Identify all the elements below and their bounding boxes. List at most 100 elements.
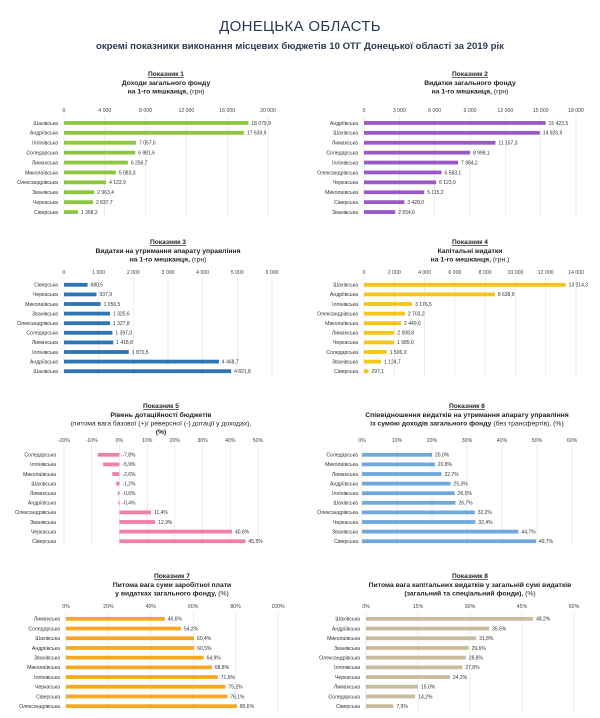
chart-category-label: Олександрівська xyxy=(19,704,60,710)
chart-value-label: 71,6% xyxy=(221,675,236,681)
chart-bar xyxy=(362,539,536,544)
chart-value-label: 5 115,2 xyxy=(427,190,444,196)
chart-category-label: Миколаївська xyxy=(25,302,58,308)
chart-value-label: 297,1 xyxy=(371,369,384,375)
chart-value-label: 76,1% xyxy=(230,694,245,700)
chart-title-line: Видатки загального фонду xyxy=(424,80,516,87)
chart-category-label: Соледарська xyxy=(326,350,358,356)
chart-title-line: (загальний та спеціальний фонди), (%) xyxy=(404,590,535,598)
page-subtitle: окремі показники виконання місцевих бюдж… xyxy=(96,41,504,52)
chart-value-label: 1 056,5 xyxy=(104,302,121,308)
chart-category-label: Іллінівська xyxy=(334,665,360,671)
chart-bar xyxy=(66,675,218,679)
chart-indicator-6: Показник 6 Співвідношення видатків на утр… xyxy=(300,398,600,558)
chart-tick-label: 30% xyxy=(465,604,476,610)
chart-value-label: 7 057,6 xyxy=(139,141,156,147)
chart-category-label: Соледарська xyxy=(26,331,58,337)
chart-category-label: Андріївська xyxy=(32,646,60,652)
chart-tick-label: 4 000 xyxy=(418,270,431,276)
chart-title-line: у видатках загального фонду, (%) xyxy=(115,591,229,598)
chart-category-label: Лиманська xyxy=(34,617,60,623)
chart-title-bold: на 1-го мешканця, xyxy=(130,257,192,264)
chart-category-label: Званівська xyxy=(32,190,58,196)
chart-tick-label: 3 000 xyxy=(162,270,175,276)
chart-category-label: Олександрівська xyxy=(17,321,58,327)
chart-bar xyxy=(364,282,566,287)
chart-bar xyxy=(366,675,450,679)
chart-value-label: 4 123,9 xyxy=(109,180,126,186)
chart-tick-label: 20% xyxy=(103,604,114,610)
chart-title-bold: на 1-го мешканця, xyxy=(431,257,493,264)
chart-bar xyxy=(364,130,540,135)
chart-category-label: Лиманська xyxy=(32,340,58,346)
chart-bar xyxy=(119,520,156,524)
chart-indicator-2: Показник 2 Видатки загального фонду на 1-г… xyxy=(300,66,600,226)
chart-tick-label: 2 000 xyxy=(127,270,140,276)
chart-category-label: Андріївська xyxy=(28,501,56,507)
chart-value-label: 24,2% xyxy=(453,675,468,681)
chart-bar xyxy=(364,140,496,145)
chart-category-label: Соледарська xyxy=(326,453,358,459)
chart-bar xyxy=(362,529,519,534)
chart-tick-label: 8 000 xyxy=(479,270,492,276)
chart-title-line: Питома вага суми заробітної плати xyxy=(113,581,231,589)
chart-category-label: Андріївська xyxy=(30,359,58,365)
chart-category-label: Лиманська xyxy=(332,472,358,478)
chart-bar xyxy=(64,150,136,155)
chart-title-bold: у видатках загального фонду, xyxy=(115,591,218,598)
chart-category-label: Черкаська xyxy=(33,200,58,206)
chart-bar xyxy=(64,160,128,165)
chart-category-label: Званівська xyxy=(32,311,58,317)
chart-bar xyxy=(366,704,394,709)
chart-category-label: Андріївська xyxy=(330,481,358,487)
chart-title-bold: Рівень дотаційності бюджетів xyxy=(110,411,211,419)
chart-value-label: 3 428,0 xyxy=(407,200,424,206)
chart-category-label: Черкаська xyxy=(333,520,358,526)
chart-title-normal: (%) xyxy=(525,591,536,598)
chart-title-line: на 1-го мешканця, (грн.) xyxy=(431,257,510,264)
chart-category-label: Сіверська xyxy=(36,694,60,700)
chart-tick-label: 9 000 xyxy=(464,108,477,114)
chart-tick-label: 0 xyxy=(63,108,66,114)
chart-value-label: 25,3% xyxy=(454,481,469,487)
chart-bar xyxy=(66,704,237,709)
chart-bar xyxy=(97,452,120,457)
chart-bar xyxy=(64,321,111,326)
chart-value-label: 15,0% xyxy=(421,685,436,691)
chart-bar xyxy=(364,210,396,214)
chart-tick-label: 0 xyxy=(363,108,366,114)
chart-bar xyxy=(364,369,369,374)
chart-value-label: 6 256,7 xyxy=(131,160,148,166)
chart-tick-label: 20% xyxy=(170,438,181,444)
chart-value-label: 40,6% xyxy=(235,529,250,535)
chart-category-label: Званівська xyxy=(30,520,56,526)
chart-tick-label: 50% xyxy=(532,438,543,444)
chart-title-line: (%) xyxy=(156,429,167,436)
chart-tick-label: 60% xyxy=(569,604,580,610)
chart-value-label: 60,5% xyxy=(197,646,212,652)
chart-value-label: 29,6% xyxy=(472,646,487,652)
chart-category-label: Лиманська xyxy=(32,160,58,166)
chart-indicator-3: Показник 3 Видатки на утримання апарату у… xyxy=(0,236,300,386)
chart-value-label: 64,9% xyxy=(207,655,222,661)
chart-bar xyxy=(112,472,120,476)
chart-bar xyxy=(364,150,470,155)
chart-tick-label: 10% xyxy=(142,438,153,444)
chart-bar xyxy=(64,350,129,354)
chart-value-label: 31,8% xyxy=(479,636,494,642)
chart-bar xyxy=(364,302,413,306)
chart-bar xyxy=(64,359,219,364)
chart-value-label: 46,6% xyxy=(168,617,183,623)
chart-bar xyxy=(118,500,120,505)
chart-tick-label: 16 000 xyxy=(219,108,235,114)
chart-bar xyxy=(364,340,395,345)
chart-tick-label: 0% xyxy=(362,604,370,610)
chart-tick-label: 0 xyxy=(363,270,366,276)
chart-category-label: Званівська xyxy=(332,529,358,535)
chart-category-label: Лиманська xyxy=(332,331,358,337)
chart-indicator-4: Показник 4 Капітальні видатки на 1-го мешк… xyxy=(300,236,600,386)
chart-value-label: 1 325,6 xyxy=(113,311,130,317)
